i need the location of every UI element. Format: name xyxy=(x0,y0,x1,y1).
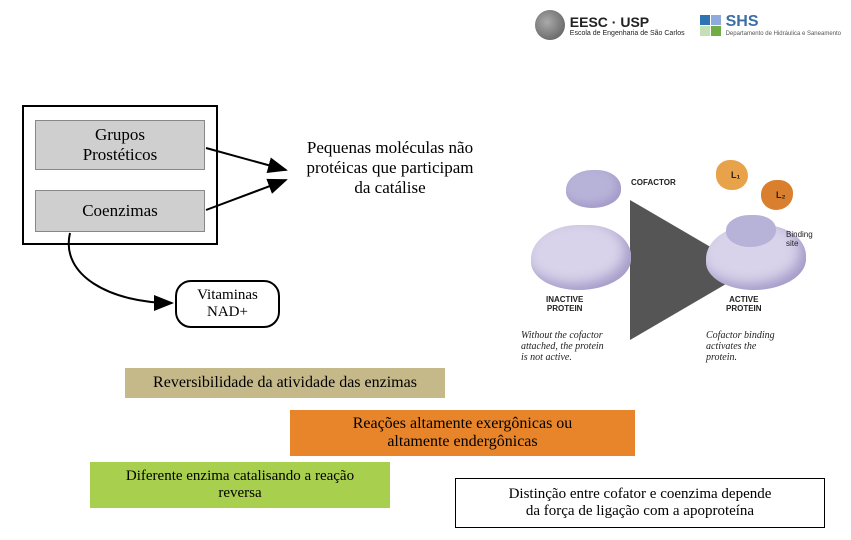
arrow-grupos-desc xyxy=(206,148,286,170)
logo-eesc: EESC · USP Escola de Engenharia de São C… xyxy=(535,10,685,40)
logo-shs-cell xyxy=(711,26,721,36)
logo-shs-cell xyxy=(711,15,721,25)
logo-eesc-icon xyxy=(535,10,565,40)
logo-eesc-sub: Escola de Engenharia de São Carlos xyxy=(570,30,685,37)
caption-right: Cofactor binding activates the protein. xyxy=(706,330,775,363)
arrow-coenz-desc xyxy=(206,180,286,210)
caption-left: Without the cofactor attached, the prote… xyxy=(521,330,604,363)
logo-shs-main: SHS xyxy=(726,13,759,30)
active-label: ACTIVE PROTEIN xyxy=(726,295,762,313)
vitaminas-box: Vitaminas NAD+ xyxy=(175,280,280,328)
diferente-text: Diferente enzima catalisando a reação re… xyxy=(126,468,354,502)
logo-shs-cell xyxy=(700,15,710,25)
desc-text: Pequenas moléculas não protéicas que par… xyxy=(285,138,495,198)
cofactor-blob xyxy=(566,170,621,208)
inactive-label: INACTIVE PROTEIN xyxy=(546,295,583,313)
revers-banner: Reversibilidade da atividade das enzimas xyxy=(125,368,445,398)
reacoes-banner: Reações altamente exergônicas ou altamen… xyxy=(290,410,635,456)
grupos-box: Grupos Prostéticos xyxy=(35,120,205,170)
logo-shs-cell xyxy=(700,26,710,36)
logo-shs-icon xyxy=(700,15,721,36)
logo-shs-sub: Departamento de Hidráulica e Saneamento xyxy=(726,31,841,37)
logo-eesc-text: EESC · USP Escola de Engenharia de São C… xyxy=(570,14,685,37)
logo-shs: SHS Departamento de Hidráulica e Saneame… xyxy=(700,13,841,37)
cofactor-diagram: COFACTOR L₁ L₂ INACTIVE PROTEIN ACTIVE P… xyxy=(521,160,831,380)
desc-text-content: Pequenas moléculas não protéicas que par… xyxy=(306,138,473,197)
logo-shs-text: SHS Departamento de Hidráulica e Saneame… xyxy=(726,13,841,37)
vitaminas-label: Vitaminas NAD+ xyxy=(197,287,258,321)
distincao-text: Distinção entre cofator e coenzima depen… xyxy=(509,486,772,520)
diferente-banner: Diferente enzima catalisando a reação re… xyxy=(90,462,390,508)
inactive-protein xyxy=(531,225,631,290)
coenzimas-label: Coenzimas xyxy=(82,201,158,221)
distincao-box: Distinção entre cofator e coenzima depen… xyxy=(455,478,825,528)
coenzimas-box: Coenzimas xyxy=(35,190,205,232)
reacoes-text: Reações altamente exergônicas ou altamen… xyxy=(353,415,573,451)
grupos-label: Grupos Prostéticos xyxy=(83,125,158,165)
cofactor-label: COFACTOR xyxy=(631,178,676,187)
ligand-1-label: L₁ xyxy=(731,170,740,180)
logo-eesc-main: EESC · USP xyxy=(570,14,649,30)
revers-text: Reversibilidade da atividade das enzimas xyxy=(153,374,417,392)
logo-bar: EESC · USP Escola de Engenharia de São C… xyxy=(535,10,841,40)
ligand-2-label: L₂ xyxy=(776,190,786,200)
binding-site-label: Binding site xyxy=(786,230,813,248)
